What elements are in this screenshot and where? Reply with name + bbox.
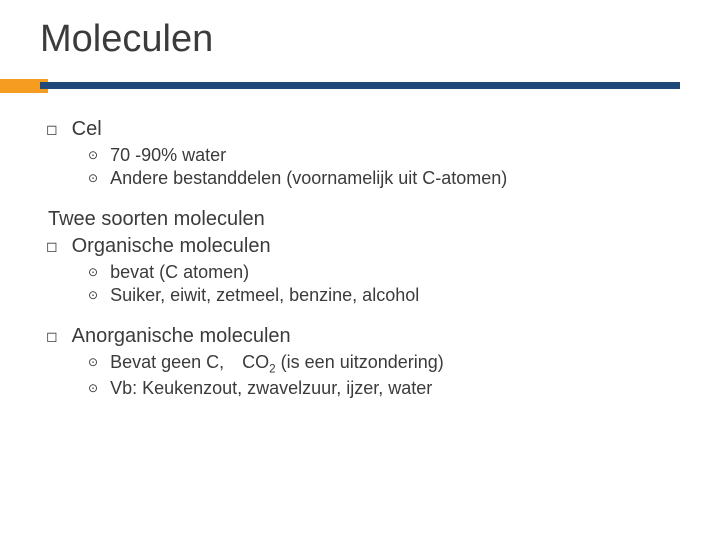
dot-circle-icon: ⊙ xyxy=(88,171,98,190)
block-anorganisch: ◻ Anorganische moleculen ⊙ Bevat geen C,… xyxy=(40,324,680,400)
lvl2-text: Suiker, eiwit, zetmeel, benzine, alcohol xyxy=(110,284,680,307)
slide-title: Moleculen xyxy=(40,18,680,61)
lvl1-text: Organische moleculen xyxy=(72,234,680,259)
lvl2-item: ⊙ Andere bestanddelen (voornamelijk uit … xyxy=(88,167,680,190)
lvl1-text: Anorganische moleculen xyxy=(72,324,680,349)
divider-bar xyxy=(40,82,680,89)
lvl2-text: 70 -90% water xyxy=(110,144,680,167)
lvl2-sub: 2 xyxy=(269,363,276,376)
dot-circle-icon: ⊙ xyxy=(88,381,98,400)
lvl2-item: ⊙ 70 -90% water xyxy=(88,144,680,167)
lvl2-text: Bevat geen C, CO2 (is een uitzondering) xyxy=(110,351,680,377)
square-bullet-icon: ◻ xyxy=(46,238,58,259)
dot-circle-icon: ⊙ xyxy=(88,288,98,307)
lvl2-part-a: Bevat geen C, CO xyxy=(110,352,269,372)
block-organisch: Twee soorten moleculen ◻ Organische mole… xyxy=(40,207,680,306)
lvl2-part-b: (is een uitzondering) xyxy=(281,352,444,372)
lvl2-item: ⊙ Suiker, eiwit, zetmeel, benzine, alcoh… xyxy=(88,284,680,307)
lvl1-item: ◻ Anorganische moleculen xyxy=(46,324,680,349)
lvl2-item: ⊙ Vb: Keukenzout, zwavelzuur, ijzer, wat… xyxy=(88,377,680,400)
lvl2-text: bevat (C atomen) xyxy=(110,261,680,284)
dot-circle-icon: ⊙ xyxy=(88,355,98,377)
square-bullet-icon: ◻ xyxy=(46,328,58,349)
lvl2-text: Vb: Keukenzout, zwavelzuur, ijzer, water xyxy=(110,377,680,400)
dot-circle-icon: ⊙ xyxy=(88,265,98,284)
plain-line: Twee soorten moleculen xyxy=(48,207,680,232)
title-divider xyxy=(40,79,680,93)
square-bullet-icon: ◻ xyxy=(46,121,58,142)
block-cel: ◻ Cel ⊙ 70 -90% water ⊙ Andere bestandde… xyxy=(40,117,680,189)
lvl2-item: ⊙ Bevat geen C, CO2 (is een uitzondering… xyxy=(88,351,680,377)
lvl1-text: Cel xyxy=(72,117,680,142)
dot-circle-icon: ⊙ xyxy=(88,148,98,167)
lvl2-text: Andere bestanddelen (voornamelijk uit C-… xyxy=(110,167,680,190)
slide-body: ◻ Cel ⊙ 70 -90% water ⊙ Andere bestandde… xyxy=(40,117,680,400)
lvl2-item: ⊙ bevat (C atomen) xyxy=(88,261,680,284)
lvl1-item: ◻ Organische moleculen xyxy=(46,234,680,259)
slide: Moleculen ◻ Cel ⊙ 70 -90% water ⊙ Andere… xyxy=(0,0,720,540)
lvl1-item: ◻ Cel xyxy=(46,117,680,142)
